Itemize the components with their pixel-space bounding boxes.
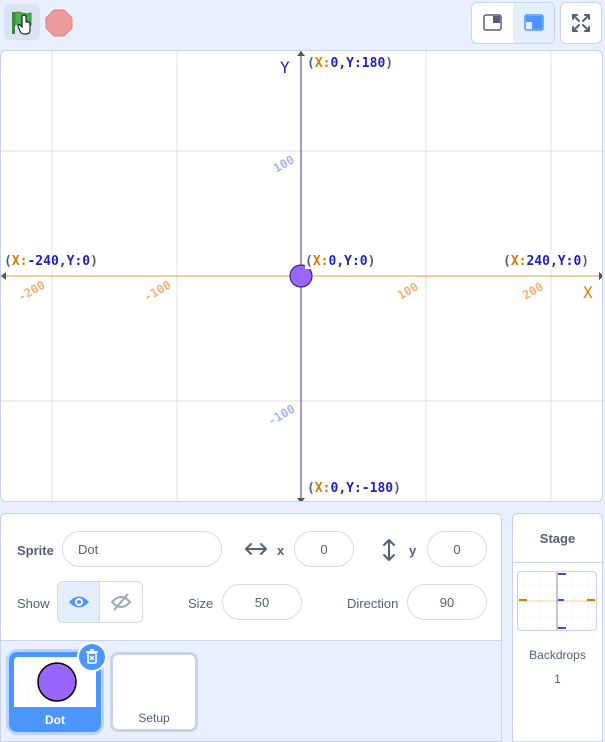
direction-label: Direction	[347, 596, 399, 611]
eye-hidden-icon	[110, 593, 132, 611]
green-flag-icon	[12, 11, 32, 35]
sprite-name-input[interactable]: Dot	[62, 531, 222, 567]
sprite-label: Sprite	[17, 543, 54, 558]
green-flag-button[interactable]	[4, 4, 40, 40]
sprite-tile-name: Setup	[138, 711, 170, 725]
stage-thumbnail[interactable]	[517, 571, 597, 631]
show-label: Show	[17, 596, 50, 611]
sprite-tile-setup[interactable]: Setup	[110, 652, 198, 732]
direction-input[interactable]: 90	[407, 584, 487, 620]
show-sprite-button[interactable]	[58, 582, 100, 622]
stage-size-toggle	[471, 2, 555, 44]
y-position-input[interactable]: 0	[427, 531, 487, 567]
x-axis-letter: X	[583, 283, 593, 302]
sprite-tile-name: Dot	[45, 713, 65, 727]
fullscreen-icon	[572, 14, 590, 32]
stage-selector[interactable]: Stage Backdrops 1	[512, 513, 603, 742]
stage-canvas[interactable]: Y X (X:0,Y:180) (X:0,Y:-180) (X:-240,Y:0…	[0, 50, 603, 502]
label-center: (X:0,Y:0)	[305, 254, 376, 269]
x-arrows-icon	[244, 541, 268, 562]
small-stage-button[interactable]	[472, 3, 514, 43]
label-left: (X:-240,Y:0)	[4, 254, 98, 269]
sprite-list: Dot Setup	[1, 640, 501, 741]
y-label: y	[409, 543, 417, 558]
stage-header	[513, 514, 602, 563]
size-label: Size	[188, 596, 214, 611]
large-stage-button[interactable]	[513, 3, 554, 43]
label-bottom: (X:0,Y:-180)	[307, 481, 401, 496]
stage-thumbnail-image	[518, 572, 596, 630]
stop-button[interactable]	[45, 9, 73, 37]
backdrops-count: 1	[554, 672, 561, 686]
stop-icon	[45, 9, 73, 37]
y-arrows-icon	[381, 538, 397, 567]
label-right: (X:240,Y:0)	[503, 254, 590, 269]
trash-icon	[86, 649, 98, 664]
y-axis-letter: Y	[280, 58, 290, 77]
small-stage-icon	[483, 14, 502, 31]
sprite-info-panel: Sprite Dot x 0 y 0 Show Size 50 Directio…	[0, 513, 502, 742]
x-position-input[interactable]: 0	[294, 531, 354, 567]
visibility-toggle	[57, 581, 143, 623]
fullscreen-button[interactable]	[560, 2, 602, 44]
x-label: x	[277, 543, 285, 558]
label-top: (X:0,Y:180)	[307, 56, 394, 71]
backdrops-label: Backdrops	[529, 648, 586, 662]
stage-title: Stage	[539, 531, 576, 546]
size-input[interactable]: 50	[222, 584, 302, 620]
large-stage-icon	[524, 14, 544, 31]
stage-grid	[1, 51, 602, 501]
delete-sprite-button[interactable]	[77, 642, 107, 672]
dot-sprite	[289, 264, 313, 288]
eye-icon	[69, 596, 89, 608]
hide-sprite-button[interactable]	[100, 582, 142, 622]
